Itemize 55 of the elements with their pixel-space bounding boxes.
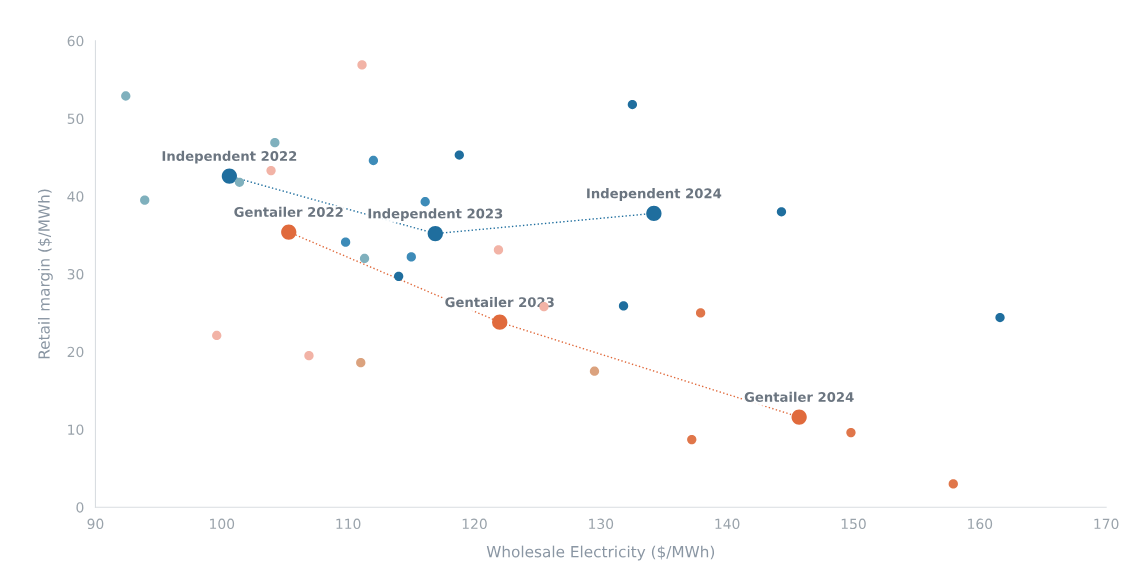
point (627, 99, 638, 110)
y-tick-label: 10 (68, 424, 84, 435)
point (846, 427, 856, 438)
point (589, 366, 600, 376)
y-tick-label: 20 (67, 346, 84, 358)
y-tick-label: 50 (67, 113, 84, 125)
x-tick-label: 170 (1094, 518, 1119, 530)
point (270, 137, 280, 148)
annotation: Gentailer 2022 (234, 206, 343, 217)
y-tick-label: 40 (67, 191, 84, 202)
x-tick-label: 140 (715, 518, 740, 530)
point (304, 350, 314, 361)
y-tick-label: 60 (67, 35, 84, 47)
x-tick-label: 90 (87, 518, 104, 530)
point (394, 271, 404, 281)
point (212, 330, 222, 341)
point (221, 168, 238, 184)
y-tick-label: 0 (76, 502, 84, 513)
point (266, 165, 276, 176)
y-axis-title: Retail margin ($/MWh) (38, 189, 53, 359)
point (618, 301, 629, 311)
y-tick-label: 30 (67, 268, 84, 280)
point (995, 312, 1005, 323)
point (687, 434, 697, 445)
x-tick-label: 120 (462, 518, 487, 530)
point (427, 225, 443, 242)
point (948, 479, 958, 489)
point (493, 245, 504, 255)
point (776, 207, 787, 217)
point (121, 91, 131, 101)
point (368, 155, 379, 166)
point (281, 224, 297, 240)
annotation: Gentailer 2024 (744, 391, 854, 402)
annotation: Independent 2024 (587, 188, 722, 201)
x-tick-label: 100 (210, 518, 235, 530)
point (357, 60, 367, 70)
x-axis-title: Wholesale Electricity ($/MWh) (486, 545, 715, 561)
point (454, 150, 464, 160)
point (234, 177, 245, 187)
point (791, 409, 807, 425)
point (359, 253, 370, 264)
point (420, 197, 430, 207)
x-tick-label: 150 (841, 518, 866, 530)
point (406, 252, 416, 262)
point (340, 237, 351, 247)
x-tick-label: 130 (589, 518, 614, 530)
annotation: Independent 2022 (162, 150, 297, 164)
point (646, 205, 662, 222)
point (356, 357, 366, 368)
point (695, 308, 706, 318)
point (140, 195, 150, 205)
x-tick-label: 160 (968, 518, 993, 530)
annotation: Independent 2023 (368, 208, 503, 222)
x-tick-label: 110 (336, 518, 361, 530)
point (492, 314, 508, 330)
